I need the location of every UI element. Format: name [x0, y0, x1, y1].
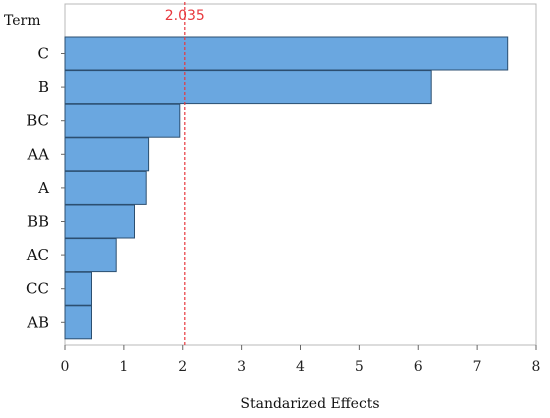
- category-label-bc: BC: [26, 112, 49, 130]
- x-tick-label: 6: [414, 359, 423, 375]
- category-label-ac: AC: [26, 246, 49, 264]
- x-axis-title: Standarized Effects: [240, 396, 379, 412]
- x-tick-label: 3: [237, 359, 246, 375]
- y-axis-title: Term: [4, 13, 41, 29]
- x-tick-label: 8: [532, 359, 541, 375]
- bar-bb: [64, 204, 135, 239]
- category-label-b: B: [38, 78, 49, 96]
- x-tick-label: 5: [355, 359, 364, 375]
- category-label-c: C: [38, 45, 49, 63]
- x-tick-label: 0: [61, 359, 70, 375]
- bar-a: [64, 170, 147, 205]
- bar-ac: [64, 238, 117, 273]
- category-label-cc: CC: [26, 280, 49, 298]
- x-tick-label: 4: [296, 359, 305, 375]
- bar-aa: [64, 137, 150, 172]
- bar-b: [64, 70, 432, 105]
- category-label-a: A: [37, 179, 49, 197]
- x-tick-label: 2: [178, 359, 187, 375]
- bars: [64, 36, 509, 340]
- category-label-aa: AA: [26, 145, 49, 163]
- bar-c: [64, 36, 509, 71]
- x-tick-label: 7: [473, 359, 482, 375]
- category-label-ab: AB: [26, 313, 49, 331]
- x-tick-label: 1: [119, 359, 128, 375]
- category-label-bb: BB: [27, 213, 49, 231]
- reference-line-label: 2.035: [165, 8, 205, 24]
- bar-cc: [64, 271, 92, 306]
- bar-ab: [64, 305, 92, 340]
- bar-bc: [64, 103, 181, 138]
